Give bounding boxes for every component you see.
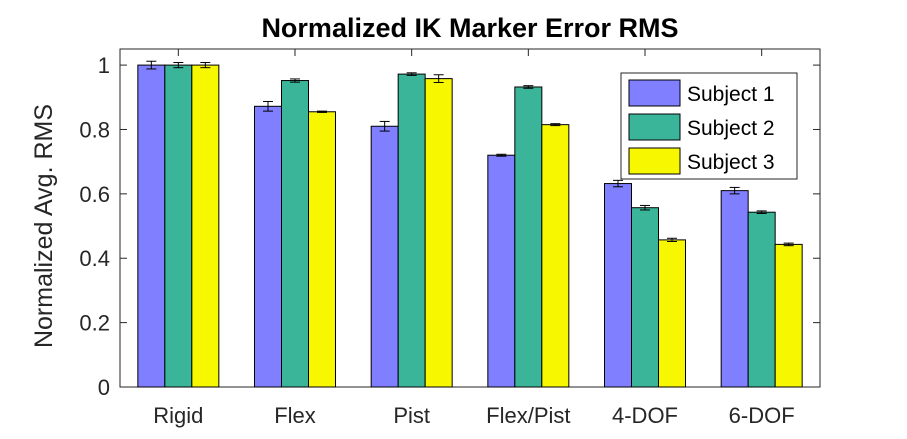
legend-label: Subject 3 [687,151,775,174]
bar [137,64,166,388]
y-tick-label: 0 [98,375,110,400]
chart-title: Normalized IK Marker Error RMS [261,13,678,43]
bar [397,73,426,388]
bar [631,207,659,388]
y-axis-label: Normalized Avg. RMS [30,104,58,348]
bar [164,64,193,388]
bar [604,183,632,388]
bar [370,125,399,388]
x-tick-label: Rigid [153,403,203,428]
bar [774,243,803,388]
bar [514,86,543,388]
x-tick-label: Pist [393,403,430,428]
bar [720,190,749,388]
bar [747,211,776,388]
legend-swatch [628,147,681,175]
legend-swatch [628,79,681,107]
bar [658,239,686,388]
y-tick-label: 0.4 [79,246,110,271]
legend: Subject 1 Subject 2 Subject 3 [620,72,798,180]
x-tick-label: 4-DOF [612,403,678,428]
x-tick-label: 6-DOF [729,403,795,428]
legend-swatch [628,113,681,141]
bar [254,105,282,388]
bar [281,80,309,388]
bar [487,154,516,388]
y-tick-label: 0.2 [79,311,110,336]
bar [541,124,570,388]
bar [308,111,336,388]
legend-label: Subject 2 [687,117,775,140]
x-tick-label: Flex/Pist [486,403,570,428]
x-tick-label: Flex [274,403,316,428]
y-tick-label: 0.6 [79,182,110,207]
y-tick-label: 1 [98,53,110,78]
y-tick-label: 0.8 [79,117,110,142]
bar [191,64,220,388]
bar [424,78,453,388]
legend-label: Subject 1 [687,83,775,106]
